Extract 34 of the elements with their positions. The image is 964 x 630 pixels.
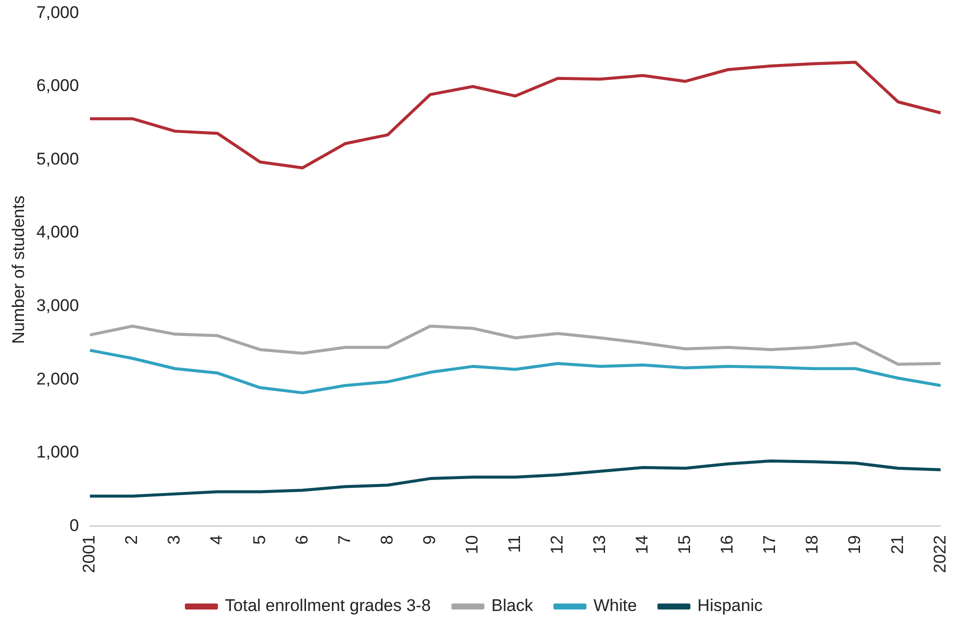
legend-label: White — [593, 596, 637, 616]
x-tick-label: 11 — [504, 535, 524, 553]
x-tick-label: 13 — [590, 535, 610, 554]
x-tick-label: 10 — [462, 535, 482, 554]
x-tick-label: 21 — [888, 535, 907, 554]
x-tick-label: 12 — [547, 535, 566, 554]
x-tick-label: 6 — [292, 535, 312, 545]
x-tick-label: 5 — [250, 535, 269, 545]
x-tick-label: 17 — [760, 535, 780, 554]
legend-label: Black — [491, 596, 534, 616]
y-tick-label: 6,000 — [36, 76, 79, 96]
legend-label: Hispanic — [697, 596, 764, 616]
x-tick-label: 2022 — [930, 535, 950, 574]
legend-label: Total enrollment grades 3-8 — [224, 596, 431, 616]
x-tick-label: 8 — [377, 535, 396, 545]
x-tick-label: 19 — [845, 535, 864, 554]
y-tick-label: 4,000 — [36, 222, 79, 242]
y-tick-label: 0 — [69, 516, 79, 535]
x-tick-label: 3 — [164, 535, 184, 545]
x-tick-label: 14 — [632, 535, 652, 554]
x-tick-label: 4 — [207, 535, 226, 545]
y-axis-title: Number of students — [8, 196, 28, 344]
y-tick-label: 3,000 — [36, 296, 79, 316]
x-tick-label: 18 — [802, 535, 822, 554]
y-tick-label: 1,000 — [36, 442, 79, 462]
x-tick-label: 2001 — [80, 535, 99, 574]
x-tick-label: 2 — [122, 535, 142, 545]
y-tick-label: 7,000 — [36, 2, 79, 22]
x-tick-label: 9 — [420, 535, 439, 545]
x-tick-label: 7 — [334, 535, 354, 545]
x-tick-label: 16 — [718, 535, 737, 554]
x-tick-label: 15 — [675, 535, 694, 554]
y-tick-label: 5,000 — [36, 149, 79, 168]
y-tick-label: 2,000 — [36, 369, 79, 388]
